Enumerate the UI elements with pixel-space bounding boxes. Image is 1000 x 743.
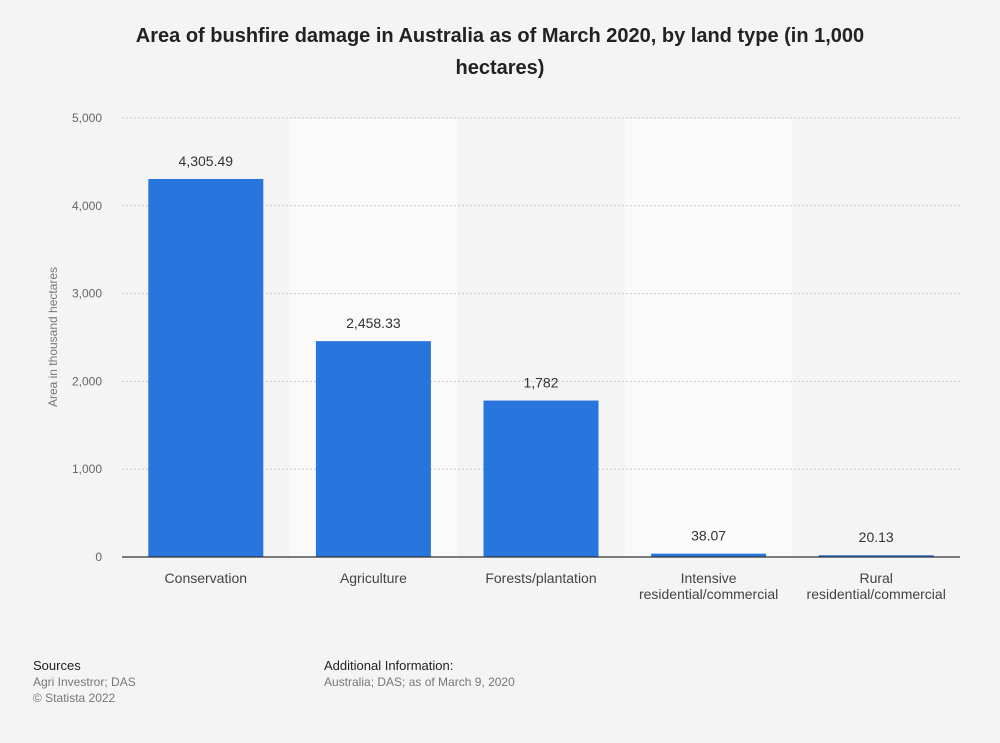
bar-chart: 0 1,000 2,000 3,000 4,000 5,000 4,305.49 Conser… bbox=[46, 111, 960, 602]
x-tick-label: residential/commercial bbox=[639, 586, 778, 602]
sources-heading: Sources bbox=[33, 658, 81, 673]
data-label: 2,458.33 bbox=[346, 315, 401, 331]
data-label: 20.13 bbox=[859, 529, 894, 545]
x-tick-label: Forests/plantation bbox=[485, 570, 596, 586]
y-tick-label: 3,000 bbox=[72, 287, 102, 301]
x-tick-label: Agriculture bbox=[340, 570, 407, 586]
bar bbox=[148, 178, 264, 558]
y-tick-label: 1,000 bbox=[72, 462, 102, 476]
sources-line: Agri Investror; DAS bbox=[33, 675, 136, 689]
bar bbox=[315, 341, 431, 557]
additional-info-text: Australia; DAS; as of March 9, 2020 bbox=[324, 675, 515, 689]
copyright-line: © Statista 2022 bbox=[33, 691, 116, 705]
x-tick-label: Intensive bbox=[681, 570, 737, 586]
x-tick-label: residential/commercial bbox=[807, 586, 946, 602]
bar bbox=[818, 555, 934, 557]
data-label: 4,305.49 bbox=[179, 153, 234, 169]
data-label: 38.07 bbox=[691, 528, 726, 544]
y-tick-label: 0 bbox=[95, 550, 102, 564]
additional-info-heading: Additional Information: bbox=[324, 658, 454, 673]
y-tick-label: 4,000 bbox=[72, 199, 102, 213]
y-tick-label: 5,000 bbox=[72, 111, 102, 125]
bar bbox=[483, 400, 599, 557]
y-axis-title: Area in thousand hectares bbox=[46, 267, 60, 407]
column-band bbox=[624, 118, 793, 557]
x-tick-label: Conservation bbox=[165, 570, 248, 586]
additional-info-block: Additional Information: Australia; DAS; … bbox=[324, 658, 515, 690]
data-label: 1,782 bbox=[523, 375, 558, 391]
y-tick-label: 2,000 bbox=[72, 374, 102, 388]
x-tick-label: Rural bbox=[859, 570, 892, 586]
chart-title: Area of bushfire damage in Australia as … bbox=[135, 25, 865, 79]
bar bbox=[651, 553, 767, 557]
sources-block: Sources Agri Investror; DAS © Statista 2… bbox=[33, 658, 136, 706]
